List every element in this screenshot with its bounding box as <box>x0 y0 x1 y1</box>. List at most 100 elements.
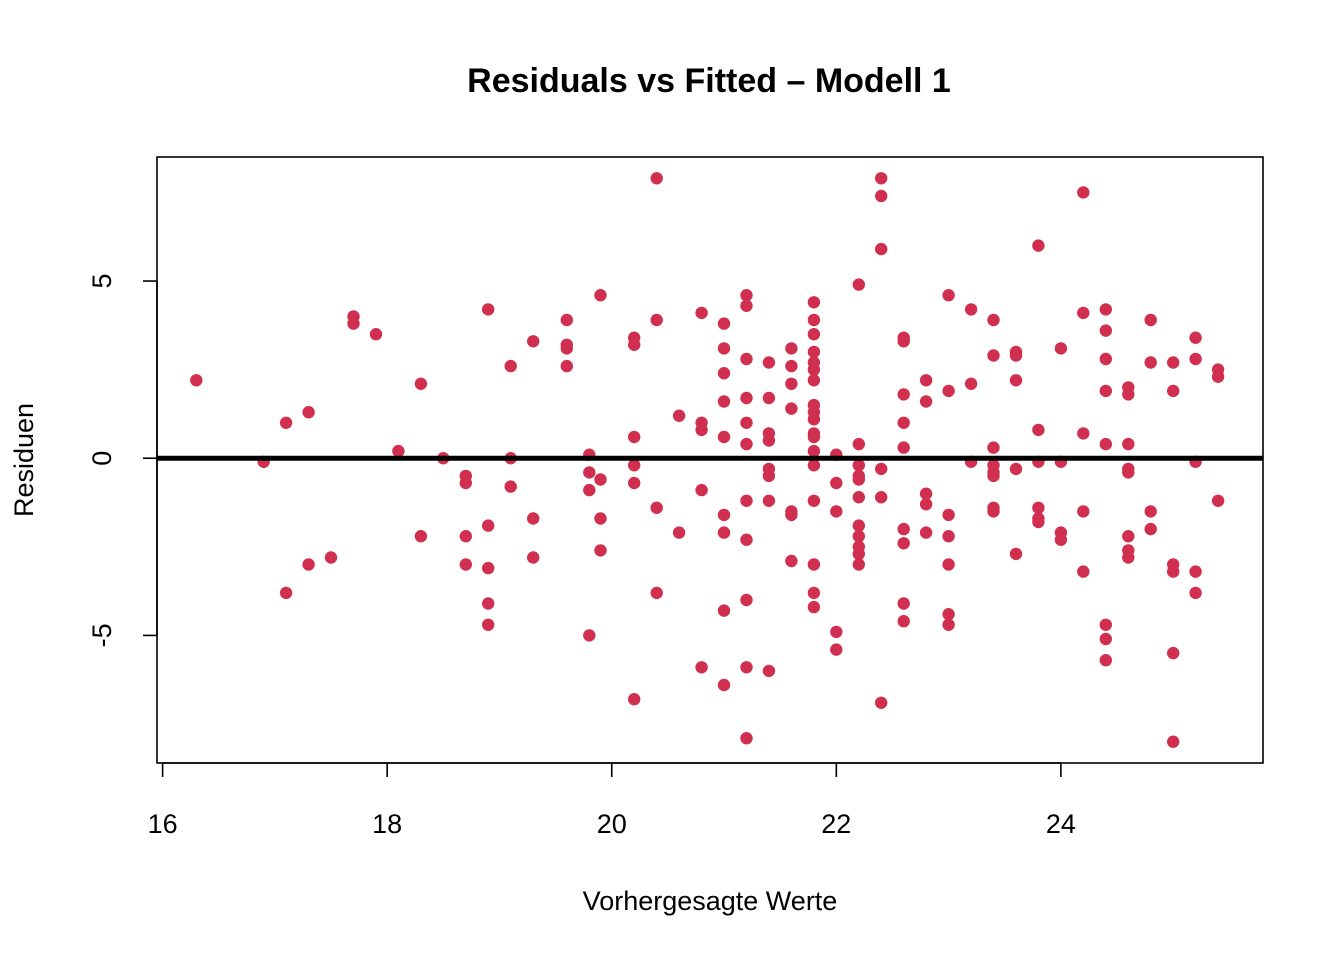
data-point <box>560 359 573 373</box>
data-point <box>807 558 821 571</box>
data-point <box>482 561 495 575</box>
data-point <box>740 593 753 607</box>
data-point <box>919 498 933 511</box>
data-point <box>1099 437 1113 451</box>
x-axis: 16 18 20 22 24 <box>148 762 1076 839</box>
chart-title: Residuals vs Fitted – Modell 1 <box>467 62 951 100</box>
data-point <box>695 306 708 320</box>
x-tick-label: 20 <box>597 809 627 839</box>
data-point <box>852 530 865 543</box>
data-point <box>830 625 843 639</box>
data-point <box>717 317 731 330</box>
data-point <box>1099 618 1113 631</box>
data-point <box>279 586 293 600</box>
data-point <box>1009 462 1023 476</box>
x-axis-label: Vorhergesagte Werte <box>583 886 838 916</box>
data-point <box>459 558 472 571</box>
data-point <box>740 289 753 302</box>
data-point <box>740 661 753 674</box>
data-point <box>942 558 955 571</box>
data-point <box>1032 423 1045 437</box>
data-point <box>807 345 821 359</box>
data-point <box>717 430 731 444</box>
data-point <box>897 388 910 401</box>
y-axis-label: Residuen <box>9 403 39 517</box>
data-point <box>942 618 955 631</box>
data-point <box>324 551 338 564</box>
data-point <box>987 313 1000 327</box>
data-point <box>785 508 798 522</box>
data-point <box>672 526 686 539</box>
data-point <box>875 462 888 476</box>
data-point <box>594 473 607 486</box>
data-point <box>987 349 1000 362</box>
data-point <box>852 519 865 532</box>
data-point <box>392 444 405 458</box>
data-point <box>583 629 596 642</box>
data-point <box>650 586 663 600</box>
data-point <box>919 487 933 500</box>
data-point <box>875 172 888 185</box>
data-point <box>897 537 910 550</box>
data-point <box>1167 646 1180 660</box>
data-point <box>964 303 978 316</box>
data-point <box>1167 565 1180 578</box>
data-point <box>695 423 708 437</box>
data-point <box>807 459 821 472</box>
data-point <box>942 530 955 543</box>
data-point <box>1099 654 1113 667</box>
data-point <box>482 303 495 316</box>
data-point <box>717 604 731 617</box>
data-point <box>1122 551 1135 564</box>
data-point <box>1009 547 1023 561</box>
data-point <box>875 696 888 709</box>
data-point <box>628 476 641 490</box>
data-point <box>1167 735 1180 748</box>
data-point <box>807 328 821 341</box>
data-point <box>347 317 360 330</box>
data-point <box>740 352 753 366</box>
data-point <box>1099 324 1113 337</box>
data-point <box>650 501 663 514</box>
data-point <box>482 519 495 532</box>
y-axis: -5 0 5 <box>87 274 158 647</box>
data-point <box>594 289 607 302</box>
data-point <box>875 491 888 504</box>
data-point <box>852 558 865 571</box>
data-point <box>807 430 821 444</box>
data-point <box>740 494 753 507</box>
data-point <box>504 359 517 373</box>
data-point <box>942 508 955 522</box>
data-point <box>459 530 472 543</box>
data-point <box>919 374 933 387</box>
data-point <box>897 597 910 610</box>
data-point <box>1211 494 1225 507</box>
data-point <box>1122 466 1135 479</box>
data-point <box>830 476 843 490</box>
x-tick-label: 18 <box>372 809 402 839</box>
data-point <box>1167 356 1180 369</box>
data-point <box>807 374 821 387</box>
data-point <box>785 359 798 373</box>
data-point <box>740 533 753 546</box>
data-point <box>897 522 910 536</box>
data-point <box>740 416 753 429</box>
data-point <box>482 597 495 610</box>
data-point <box>1189 352 1202 366</box>
data-point <box>942 608 955 621</box>
data-point <box>1054 533 1068 546</box>
data-point <box>560 342 573 355</box>
data-point <box>762 664 776 678</box>
data-point <box>650 172 663 185</box>
data-point <box>369 328 383 341</box>
data-point <box>414 377 428 390</box>
data-point <box>672 409 686 422</box>
data-point <box>1167 384 1180 398</box>
data-point <box>897 441 910 454</box>
data-point <box>1077 306 1090 320</box>
data-point <box>302 406 315 419</box>
data-point <box>594 544 607 557</box>
y-tick-label: 0 <box>87 451 117 466</box>
data-point <box>740 299 753 312</box>
data-point <box>1009 374 1023 387</box>
